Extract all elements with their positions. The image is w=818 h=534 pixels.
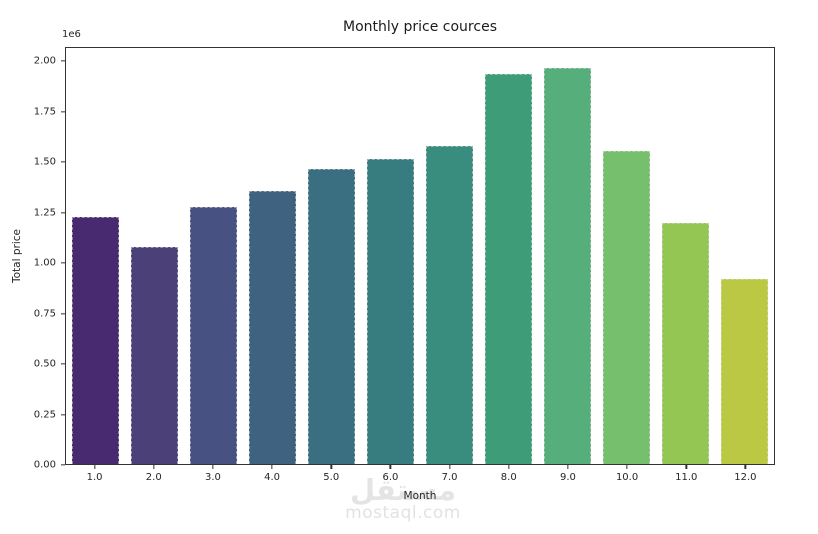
- bar-slot: [479, 48, 538, 464]
- bar-month-4.0: [248, 190, 297, 464]
- bar-slot: [538, 48, 597, 464]
- x-tick-mark: [567, 465, 569, 469]
- y-tick-label: 1.00: [33, 257, 56, 269]
- x-tick-label: 7.0: [441, 472, 458, 483]
- y-tick-label: 0.50: [33, 358, 56, 370]
- bar-slot: [656, 48, 715, 464]
- x-tick-mark: [212, 465, 214, 469]
- bar-slot: [125, 48, 184, 464]
- bar-month-12.0: [720, 279, 769, 464]
- x-tick-label: 1.0: [86, 472, 103, 483]
- bar-slot: [184, 48, 243, 464]
- chart-title: Monthly price cources: [343, 19, 497, 35]
- y-tick-label: 0.00: [33, 459, 56, 471]
- bar-slot: [66, 48, 125, 464]
- y-tick-mark: [61, 464, 65, 466]
- y-tick-label: 1.50: [33, 156, 56, 168]
- y-tick-label: 1.75: [33, 106, 56, 118]
- x-tick-label: 12.0: [734, 472, 757, 483]
- y-tick-label: 0.25: [33, 409, 56, 421]
- bar-slot: [302, 48, 361, 464]
- bar-slot: [715, 48, 774, 464]
- y-tick-mark: [61, 60, 65, 62]
- y-tick-label: 2.00: [33, 55, 56, 67]
- x-tick-mark: [389, 465, 392, 469]
- bar-slot: [420, 48, 479, 464]
- y-tick-label: 1.25: [33, 207, 56, 219]
- y-axis-label: Total price: [11, 229, 23, 283]
- x-tick-mark: [93, 465, 96, 469]
- x-tick-label: 10.0: [615, 472, 639, 483]
- y-tick-mark: [61, 262, 65, 264]
- x-tick-mark: [330, 465, 332, 469]
- y-tick-label: 0.75: [33, 308, 56, 320]
- y-tick-mark: [61, 413, 65, 416]
- x-tick-label: 6.0: [382, 472, 399, 483]
- bar-month-2.0: [130, 246, 179, 464]
- watermark-url: mostaql.com: [345, 503, 461, 523]
- x-tick-label: 9.0: [559, 472, 576, 483]
- y-tick-mark: [61, 211, 65, 214]
- y-axis-offset-text: 1e6: [62, 29, 81, 40]
- y-tick-mark: [61, 161, 65, 163]
- x-tick-mark: [153, 465, 155, 469]
- x-axis-label: Month: [403, 490, 437, 502]
- x-tick-mark: [744, 465, 747, 469]
- bar-month-6.0: [366, 158, 415, 464]
- x-tick-mark: [271, 465, 273, 469]
- bar-month-1.0: [71, 216, 120, 464]
- bar-month-7.0: [425, 146, 474, 464]
- x-tick-label: 5.0: [323, 472, 340, 483]
- x-tick-label: 4.0: [264, 472, 281, 483]
- x-tick-label: 8.0: [500, 472, 517, 483]
- y-tick-mark: [61, 110, 65, 113]
- y-tick-mark: [61, 312, 65, 315]
- x-tick-label: 2.0: [145, 472, 162, 483]
- bar-month-8.0: [484, 74, 533, 464]
- x-tick-label: 11.0: [675, 472, 698, 483]
- bar-month-5.0: [307, 168, 356, 464]
- y-tick-mark: [61, 363, 65, 365]
- bar-month-11.0: [661, 222, 710, 464]
- x-tick-mark: [626, 465, 628, 469]
- bar-slot: [361, 48, 420, 464]
- bar-month-10.0: [602, 150, 651, 464]
- bar-month-3.0: [189, 206, 238, 464]
- x-tick-mark: [448, 465, 451, 469]
- plot-area: [65, 47, 775, 465]
- x-tick-mark: [685, 465, 687, 469]
- bar-slot: [243, 48, 302, 464]
- x-tick-mark: [508, 465, 510, 469]
- x-tick-label: 3.0: [204, 472, 221, 483]
- bar-month-9.0: [543, 68, 592, 464]
- bars-container: [66, 48, 774, 464]
- bar-slot: [597, 48, 656, 464]
